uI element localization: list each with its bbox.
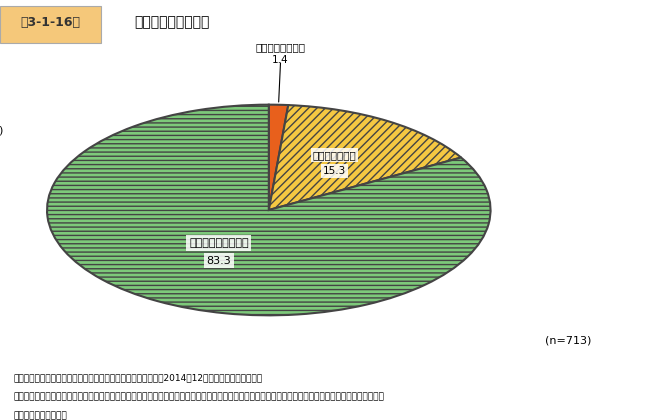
Text: 今後検討したい: 今後検討したい (312, 150, 356, 160)
Wedge shape (269, 105, 288, 210)
Text: 現在検討している: 現在検討している (255, 42, 306, 52)
Wedge shape (269, 105, 461, 210)
Text: (%): (%) (0, 126, 3, 136)
Text: 15.3: 15.3 (323, 166, 346, 176)
Text: 第3-1-16図: 第3-1-16図 (20, 16, 81, 29)
Text: 83.3: 83.3 (206, 256, 231, 265)
Text: どちらともいえない: どちらともいえない (189, 238, 249, 248)
Text: （注）市町村内の地域商社について「地域商社は存在しない」、又は、「わからない」と回答した市町村に対して、自ら地域商社を運営するという考え方: （注）市町村内の地域商社について「地域商社は存在しない」、又は、「わからない」と… (13, 393, 384, 402)
Wedge shape (47, 105, 491, 315)
FancyBboxPatch shape (0, 6, 101, 43)
Text: 資料：中小企業庁委託「地域活性化への取組に関する調査」（2014年12月、ランドブレイン㈱）: 資料：中小企業庁委託「地域活性化への取組に関する調査」（2014年12月、ランド… (13, 374, 263, 383)
Text: について尋ねたもの。: について尋ねたもの。 (13, 412, 67, 420)
Text: 1.4: 1.4 (272, 55, 289, 65)
Text: 地域商社の運営意向: 地域商社の運営意向 (134, 16, 210, 30)
Text: (n=713): (n=713) (545, 336, 591, 346)
